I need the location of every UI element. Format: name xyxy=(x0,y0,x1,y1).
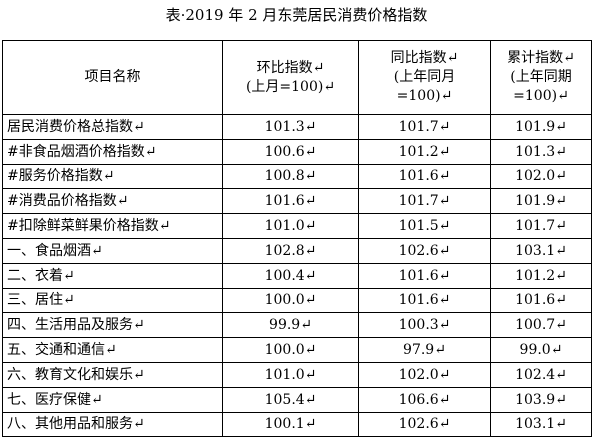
index-value: 105.4↵ xyxy=(222,386,359,413)
index-value: 99.9↵ xyxy=(222,312,359,339)
item-name: 二、衣着↵ xyxy=(2,262,223,289)
index-value: 102.6↵ xyxy=(358,411,491,438)
index-value: 101.6↵ xyxy=(358,163,491,190)
table-row: 五、交通和通信↵ 100.0↵ 97.9↵ 99.0↵ xyxy=(2,337,592,363)
index-value: 103.1↵ xyxy=(490,411,592,438)
index-value: 101.2↵ xyxy=(490,262,592,289)
index-value: 102.8↵ xyxy=(222,237,359,264)
table-row: #服务价格指数↵ 100.8↵ 101.6↵ 102.0↵ xyxy=(2,163,592,190)
table-row: #消费品价格指数↵ 101.6↵ 101.7↵ 101.9↵ xyxy=(2,188,592,215)
index-value: 103.1↵ xyxy=(490,237,592,264)
index-value: 103.9↵ xyxy=(490,386,592,413)
item-name: 居民消费价格总指数↵ xyxy=(2,114,223,140)
index-value: 101.2↵ xyxy=(358,138,491,165)
index-value: 101.6↵ xyxy=(222,188,359,215)
item-name: 八、其他用品和服务↵ xyxy=(2,411,223,438)
index-value: 106.6↵ xyxy=(358,386,491,413)
index-value: 101.6↵ xyxy=(358,262,491,289)
index-value: 100.8↵ xyxy=(222,163,359,190)
table-row: 居民消费价格总指数↵ 101.3↵ 101.7↵ 101.9↵ xyxy=(2,114,592,140)
index-value: 102.0↵ xyxy=(358,361,491,388)
index-value: 99.0↵ xyxy=(490,337,592,363)
header-cell: 累计指数↵ (上年同期 =100)↵ xyxy=(490,40,592,115)
header-line: 项目名称 xyxy=(84,69,141,85)
index-value: 100.0↵ xyxy=(222,337,359,363)
index-value: 101.7↵ xyxy=(358,188,491,215)
table-row: 八、其他用品和服务↵ 100.1↵ 102.6↵ 103.1↵ xyxy=(2,411,592,438)
header-cell: 项目名称 xyxy=(2,40,223,115)
item-name: 三、居住↵ xyxy=(2,287,223,314)
table-row: 三、居住↵ 100.0↵ 101.6↵ 101.6↵ xyxy=(2,287,592,314)
header-cell: 环比指数↵ (上月=100)↵ xyxy=(222,40,359,115)
index-value: 101.7↵ xyxy=(358,114,491,140)
item-name: #非食品烟酒价格指数↵ xyxy=(2,138,223,165)
table-row: 六、教育文化和娱乐↵ 101.0↵ 102.0↵ 102.4↵ xyxy=(2,361,592,388)
item-name: 六、教育文化和娱乐↵ xyxy=(2,361,223,388)
item-name: 五、交通和通信↵ xyxy=(2,337,223,363)
index-value: 97.9↵ xyxy=(358,337,491,363)
table-body: 居民消费价格总指数↵ 101.3↵ 101.7↵ 101.9↵ #非食品烟酒价格指数↵ 1… xyxy=(2,114,592,438)
header-line: =100)↵ xyxy=(396,88,453,104)
index-value: 101.6↵ xyxy=(358,287,491,314)
index-value: 101.7↵ xyxy=(490,213,592,239)
header-line: 环比指数↵ xyxy=(256,59,325,76)
index-value: 101.0↵ xyxy=(222,361,359,388)
cpi-table: 项目名称 环比指数↵ (上月=100)↵ 同比指数↵ (上年同月 =100)↵ 累计指数↵ (… xyxy=(2,40,592,438)
index-value: 101.9↵ xyxy=(490,188,592,215)
header-cell: 同比指数↵ (上年同月 =100)↵ xyxy=(358,40,491,115)
index-value: 101.9↵ xyxy=(490,114,592,140)
header-line: 同比指数↵ xyxy=(390,50,459,66)
index-value: 101.3↵ xyxy=(490,138,592,165)
table-row: 一、食品烟酒↵ 102.8↵ 102.6↵ 103.1↵ xyxy=(2,237,592,264)
index-value: 100.3↵ xyxy=(358,312,491,339)
title: 表·2019 年 2 月东莞居民消费价格指数 xyxy=(165,6,428,24)
item-name: #扣除鲜菜鲜果价格指数↵ xyxy=(2,213,223,239)
index-value: 102.4↵ xyxy=(490,361,592,388)
index-value: 102.6↵ xyxy=(358,237,491,264)
table-row: 七、医疗保健↵ 105.4↵ 106.6↵ 103.9↵ xyxy=(2,386,592,413)
index-value: 101.5↵ xyxy=(358,213,491,239)
table-row: #非食品烟酒价格指数↵ 100.6↵ 101.2↵ 101.3↵ xyxy=(2,138,592,165)
table-row: 二、衣着↵ 100.4↵ 101.6↵ 101.2↵ xyxy=(2,262,592,289)
index-value: 101.0↵ xyxy=(222,213,359,239)
header-line: (上年同期 xyxy=(510,69,572,85)
index-value: 100.6↵ xyxy=(222,138,359,165)
item-name: 七、医疗保健↵ xyxy=(2,386,223,413)
item-name: #服务价格指数↵ xyxy=(2,163,223,190)
index-value: 100.0↵ xyxy=(222,287,359,314)
item-name: 四、生活用品及服务↵ xyxy=(2,312,223,339)
index-value: 100.7↵ xyxy=(490,312,592,339)
index-value: 100.4↵ xyxy=(222,262,359,289)
item-name: 一、食品烟酒↵ xyxy=(2,237,223,264)
index-value: 101.6↵ xyxy=(490,287,592,314)
table-row: #扣除鲜菜鲜果价格指数↵ 101.0↵ 101.5↵ 101.7↵ xyxy=(2,213,592,239)
index-value: 102.0↵ xyxy=(490,163,592,190)
header-line: (上年同月 xyxy=(393,69,456,85)
header-line: =100)↵ xyxy=(513,88,569,104)
table-header: 项目名称 环比指数↵ (上月=100)↵ 同比指数↵ (上年同月 =100)↵ 累计指数↵ (… xyxy=(2,40,592,115)
index-value: 101.3↵ xyxy=(222,114,359,140)
header-line: (上月=100)↵ xyxy=(245,78,336,95)
header-row: 项目名称 环比指数↵ (上月=100)↵ 同比指数↵ (上年同月 =100)↵ 累计指数↵ (… xyxy=(2,40,592,115)
item-name: #消费品价格指数↵ xyxy=(2,188,223,215)
header-line: 累计指数↵ xyxy=(507,50,575,66)
table-row: 四、生活用品及服务↵ 99.9↵ 100.3↵ 100.7↵ xyxy=(2,312,592,339)
index-value: 100.1↵ xyxy=(222,411,359,438)
